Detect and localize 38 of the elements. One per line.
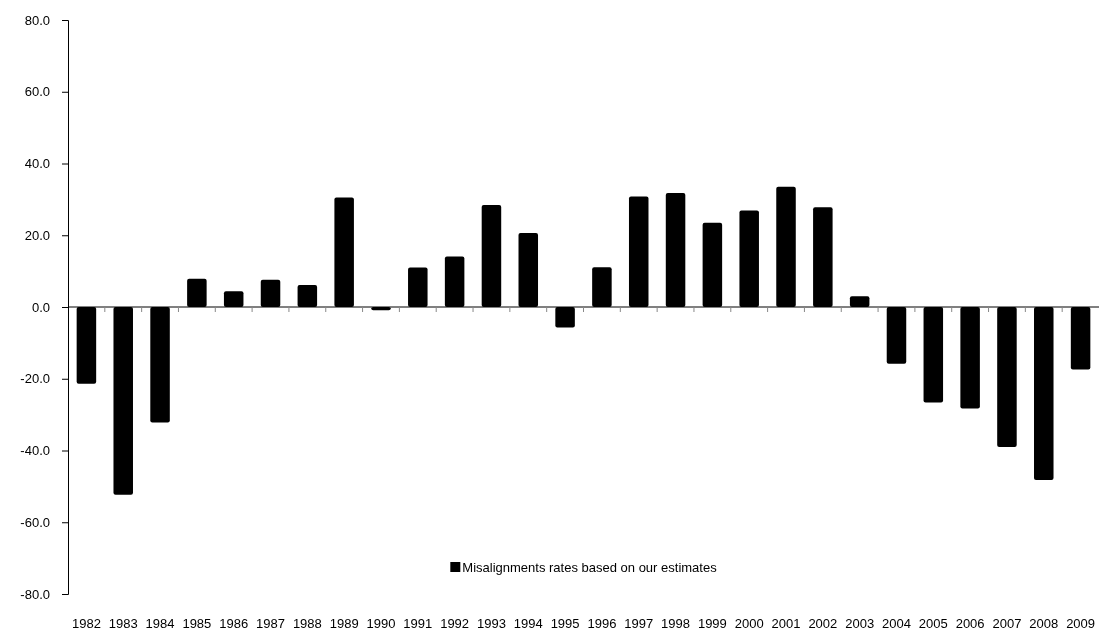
x-tick-label: 1993 (476, 616, 506, 631)
x-tick-label: 2007 (992, 616, 1022, 631)
x-tick-label: 2004 (882, 616, 911, 631)
x-tick-label: 1998 (661, 616, 691, 631)
x-tick-label: 1999 (697, 616, 727, 631)
x-tick-label: 1991 (403, 616, 433, 631)
x-tick-label: 1982 (71, 616, 101, 631)
x-tick-label: 1983 (108, 616, 138, 631)
x-tick-label: 1996 (587, 616, 617, 631)
y-tick-label: -80.0 (20, 586, 50, 602)
y-tick-label: 80.0 (24, 12, 50, 28)
x-tick-label: 2001 (771, 616, 801, 631)
y-tick-label: 0.0 (31, 299, 50, 315)
x-tick-label: 1985 (182, 616, 212, 631)
x-tick-label: 1987 (256, 616, 285, 631)
y-tick-label: -20.0 (20, 371, 50, 387)
y-tick-label: -40.0 (20, 443, 50, 459)
y-tick-label: 20.0 (24, 227, 50, 243)
x-tick-label: 1990 (366, 616, 396, 631)
x-tick-label: 2002 (808, 616, 838, 631)
x-tick-label: 1992 (440, 616, 470, 631)
x-tick-label: 2008 (1029, 616, 1059, 631)
x-tick-label: 1994 (513, 616, 543, 631)
x-tick-label: 1984 (145, 616, 175, 631)
legend-label: Misalignments rates based on our estimates (462, 560, 718, 575)
y-tick-label: 60.0 (24, 84, 50, 100)
x-tick-label: 2000 (734, 616, 764, 631)
y-tick-label: -60.0 (20, 514, 50, 530)
x-tick-label: 2003 (845, 616, 875, 631)
y-tick-label: 40.0 (24, 156, 50, 172)
x-tick-label: 1997 (624, 616, 654, 631)
x-tick-label: 1986 (219, 616, 249, 631)
x-tick-label: 1988 (292, 616, 322, 631)
x-tick-label: 1995 (550, 616, 580, 631)
x-tick-label: 2009 (1066, 616, 1096, 631)
x-tick-label: 1989 (329, 616, 359, 631)
x-tick-label: 2005 (918, 616, 948, 631)
x-tick-label: 2006 (955, 616, 985, 631)
